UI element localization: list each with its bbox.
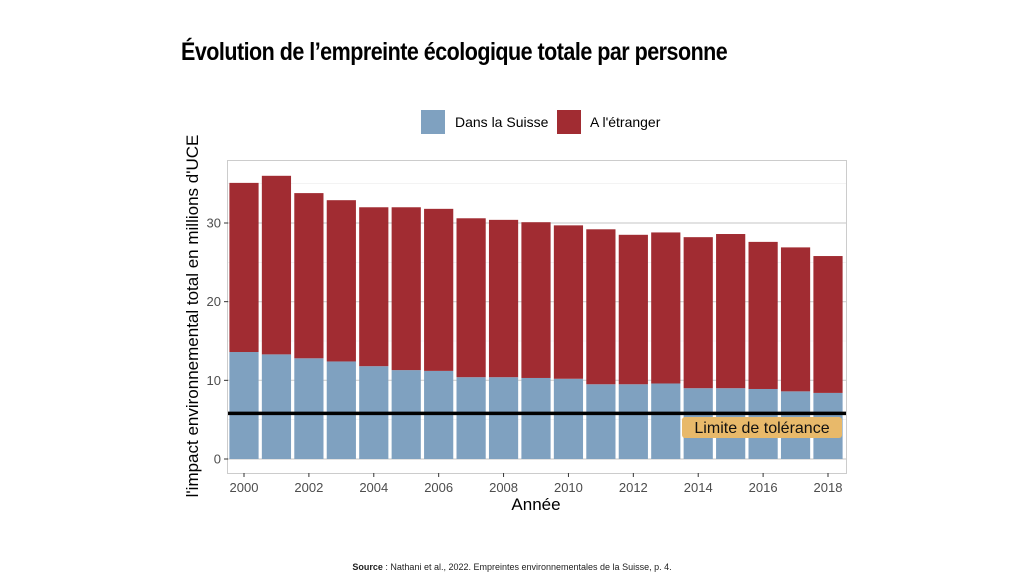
y-axis: 0 10 20 30 — [207, 216, 228, 467]
legend-label: A l'étranger — [590, 114, 661, 130]
x-tick-label: 2012 — [619, 480, 648, 495]
y-axis-title: l'impact environnemental total en millio… — [183, 135, 202, 498]
bar-a-letranger-2013 — [651, 232, 681, 384]
y-tick-label: 20 — [207, 294, 221, 309]
bar-dans-la-suisse-2009 — [521, 377, 551, 459]
bar-dans-la-suisse-2000 — [229, 352, 259, 459]
bar-a-letranger-2001 — [261, 175, 292, 355]
legend: Dans la Suisse A l'étranger — [421, 110, 661, 134]
bar-a-letranger-2003 — [326, 200, 356, 362]
bar-a-letranger-2011 — [586, 229, 616, 385]
bar-a-letranger-2018 — [813, 256, 843, 393]
y-tick-label: 0 — [214, 452, 221, 467]
y-tick-label: 10 — [207, 373, 221, 388]
x-tick-label: 2018 — [814, 480, 843, 495]
x-tick-label: 2014 — [684, 480, 713, 495]
bar-dans-la-suisse-2002 — [294, 358, 324, 459]
bar-a-letranger-2007 — [456, 218, 486, 378]
bar-dans-la-suisse-2011 — [586, 384, 616, 459]
bar-a-letranger-2012 — [618, 234, 648, 385]
x-tick-label: 2002 — [294, 480, 323, 495]
bar-dans-la-suisse-2010 — [553, 378, 584, 459]
tolerance-label: Limite de tolérance — [694, 420, 829, 437]
bar-a-letranger-2005 — [391, 207, 421, 371]
bar-a-letranger-2002 — [294, 193, 324, 359]
bar-dans-la-suisse-2013 — [651, 383, 681, 459]
bar-a-letranger-2008 — [488, 219, 519, 378]
x-tick-label: 2006 — [424, 480, 453, 495]
bar-dans-la-suisse-2003 — [326, 361, 356, 459]
legend-label: Dans la Suisse — [455, 114, 549, 130]
source-label: Source — [352, 562, 383, 572]
bar-dans-la-suisse-2001 — [261, 354, 292, 459]
bar-a-letranger-2014 — [683, 237, 713, 389]
bar-a-letranger-2010 — [553, 225, 584, 379]
x-axis: 2000 2002 2004 2006 2008 2010 2012 2014 2016 2018 — [230, 473, 843, 495]
x-tick-label: 2016 — [749, 480, 778, 495]
source-citation: Source : Nathani et al., 2022. Empreinte… — [0, 562, 1024, 572]
x-tick-label: 2004 — [359, 480, 388, 495]
bar-a-letranger-2004 — [359, 207, 389, 367]
tolerance-line-group: Limite de tolérance — [228, 411, 846, 438]
bar-dans-la-suisse-2012 — [618, 384, 648, 459]
tolerance-label-background — [682, 417, 842, 438]
legend-swatch-dans-la-suisse — [421, 110, 445, 134]
bar-a-letranger-2017 — [780, 247, 811, 392]
stacked-bar-chart: Dans la Suisse A l'étranger Limite de tol… — [183, 110, 847, 514]
bar-dans-la-suisse-2008 — [488, 377, 519, 459]
legend-swatch-a-letranger — [557, 110, 581, 134]
x-tick-label: 2000 — [230, 480, 259, 495]
bar-a-letranger-2006 — [424, 208, 454, 371]
bar-a-letranger-2009 — [521, 222, 551, 378]
bar-a-letranger-2015 — [716, 234, 746, 389]
x-axis-title: Année — [511, 495, 560, 514]
page-title: Évolution de l’empreinte écologique tota… — [181, 38, 728, 66]
y-tick-label: 30 — [207, 216, 221, 231]
source-text: : Nathani et al., 2022. Empreintes envir… — [382, 562, 672, 572]
bar-dans-la-suisse-2007 — [456, 377, 486, 459]
x-tick-label: 2010 — [554, 480, 583, 495]
bars — [229, 175, 843, 459]
bar-a-letranger-2000 — [229, 182, 259, 353]
bar-a-letranger-2016 — [748, 241, 778, 389]
x-tick-label: 2008 — [489, 480, 518, 495]
